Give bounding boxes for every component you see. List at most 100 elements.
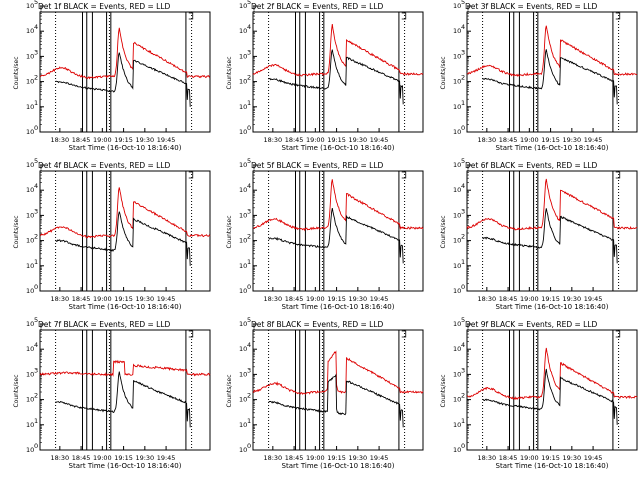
flag-marker: [615, 12, 621, 20]
panel-title: Det 6f BLACK = Events, RED = LLD: [465, 161, 598, 170]
series-events-line: [482, 368, 618, 425]
y-tick-label: 10: [453, 2, 461, 10]
x-tick-label: 18:45: [72, 136, 91, 144]
plot-frame: [466, 11, 638, 133]
x-tick-label: 19:15: [114, 295, 133, 303]
y-tick-exponent: 0: [461, 283, 465, 291]
x-tick-label: 19:00: [93, 295, 112, 303]
x-axis-label: Start Time (16-Oct-10 18:16:40): [282, 462, 395, 470]
y-tick-exponent: 1: [461, 99, 465, 107]
y-tick-exponent: 3: [247, 366, 251, 374]
y-tick-exponent: 3: [34, 48, 38, 56]
panel-title: Det 8f BLACK = Events, RED = LLD: [251, 320, 384, 329]
x-tick-label: 19:00: [520, 295, 539, 303]
y-tick-label: 10: [26, 211, 34, 219]
y-tick-exponent: 2: [247, 74, 251, 82]
y-tick-label: 10: [453, 52, 461, 60]
y-tick-exponent: 5: [247, 157, 251, 165]
x-tick-label: 19:45: [370, 136, 389, 144]
y-tick-exponent: 4: [461, 23, 465, 31]
y-tick-exponent: 5: [247, 0, 251, 6]
y-tick-label: 10: [26, 345, 34, 353]
y-tick-exponent: 1: [34, 99, 38, 107]
y-tick-exponent: 1: [34, 417, 38, 425]
plot-frame: [466, 329, 638, 451]
y-tick-label: 10: [26, 161, 34, 169]
series-events-line: [55, 52, 191, 107]
y-tick-label: 10: [26, 27, 34, 35]
y-tick-label: 10: [239, 262, 247, 270]
x-axis-label: Start Time (16-Oct-10 18:16:40): [496, 462, 609, 470]
y-tick-exponent: 3: [247, 207, 251, 215]
y-tick-label: 10: [239, 186, 247, 194]
x-tick-label: 19:30: [562, 295, 581, 303]
y-tick-exponent: 4: [461, 341, 465, 349]
y-tick-exponent: 4: [34, 341, 38, 349]
series-lld-line: [466, 25, 638, 77]
flag-marker: [188, 330, 194, 338]
x-tick-label: 18:30: [50, 295, 69, 303]
y-axis-label: Counts/sec: [226, 215, 233, 248]
y-tick-label: 10: [239, 345, 247, 353]
y-tick-exponent: 3: [461, 366, 465, 374]
y-tick-exponent: 5: [461, 157, 465, 165]
y-tick-exponent: 1: [461, 258, 465, 266]
y-tick-label: 10: [26, 52, 34, 60]
y-tick-exponent: 2: [247, 233, 251, 241]
x-tick-label: 18:45: [285, 454, 304, 462]
y-tick-label: 10: [26, 103, 34, 111]
y-tick-exponent: 3: [34, 207, 38, 215]
y-tick-label: 10: [453, 287, 461, 295]
y-tick-label: 10: [26, 287, 34, 295]
x-tick-label: 19:00: [520, 136, 539, 144]
y-tick-exponent: 5: [461, 0, 465, 6]
y-tick-label: 10: [26, 186, 34, 194]
x-tick-label: 19:15: [327, 454, 346, 462]
plot-frame: [252, 170, 424, 292]
panel-title: Det 4f BLACK = Events, RED = LLD: [38, 161, 171, 170]
x-tick-label: 19:30: [135, 295, 154, 303]
x-axis-label: Start Time (16-Oct-10 18:16:40): [282, 303, 395, 311]
flag-marker: [188, 171, 194, 179]
y-tick-exponent: 5: [34, 0, 38, 6]
y-tick-label: 10: [453, 320, 461, 328]
x-tick-label: 19:00: [93, 136, 112, 144]
y-tick-exponent: 4: [247, 341, 251, 349]
y-tick-exponent: 4: [247, 23, 251, 31]
y-axis-label: Counts/sec: [226, 374, 233, 407]
y-tick-exponent: 1: [247, 417, 251, 425]
y-axis-label: Counts/sec: [440, 215, 447, 248]
flag-marker: [401, 12, 407, 20]
y-tick-exponent: 4: [247, 182, 251, 190]
y-tick-exponent: 5: [34, 316, 38, 324]
x-tick-label: 18:30: [477, 295, 496, 303]
plot-frame: [466, 170, 638, 292]
x-axis-label: Start Time (16-Oct-10 18:16:40): [282, 144, 395, 152]
y-tick-exponent: 1: [34, 258, 38, 266]
x-tick-label: 19:45: [584, 454, 603, 462]
series-events-line: [268, 49, 404, 105]
y-tick-exponent: 0: [34, 283, 38, 291]
y-tick-label: 10: [453, 211, 461, 219]
series-lld-line: [39, 187, 211, 239]
x-tick-label: 19:30: [562, 454, 581, 462]
series-lld-line: [39, 359, 211, 377]
y-tick-exponent: 2: [461, 74, 465, 82]
y-tick-exponent: 2: [34, 233, 38, 241]
x-tick-label: 19:45: [584, 295, 603, 303]
y-tick-label: 10: [453, 78, 461, 86]
y-tick-exponent: 1: [247, 258, 251, 266]
y-axis-label: Counts/sec: [226, 56, 233, 89]
series-lld-line: [466, 178, 638, 231]
y-tick-label: 10: [26, 128, 34, 136]
y-tick-label: 10: [453, 186, 461, 194]
plot-frame: [39, 329, 211, 451]
flag-marker: [188, 12, 194, 20]
y-tick-exponent: 0: [247, 442, 251, 450]
series-lld-line: [252, 350, 424, 395]
